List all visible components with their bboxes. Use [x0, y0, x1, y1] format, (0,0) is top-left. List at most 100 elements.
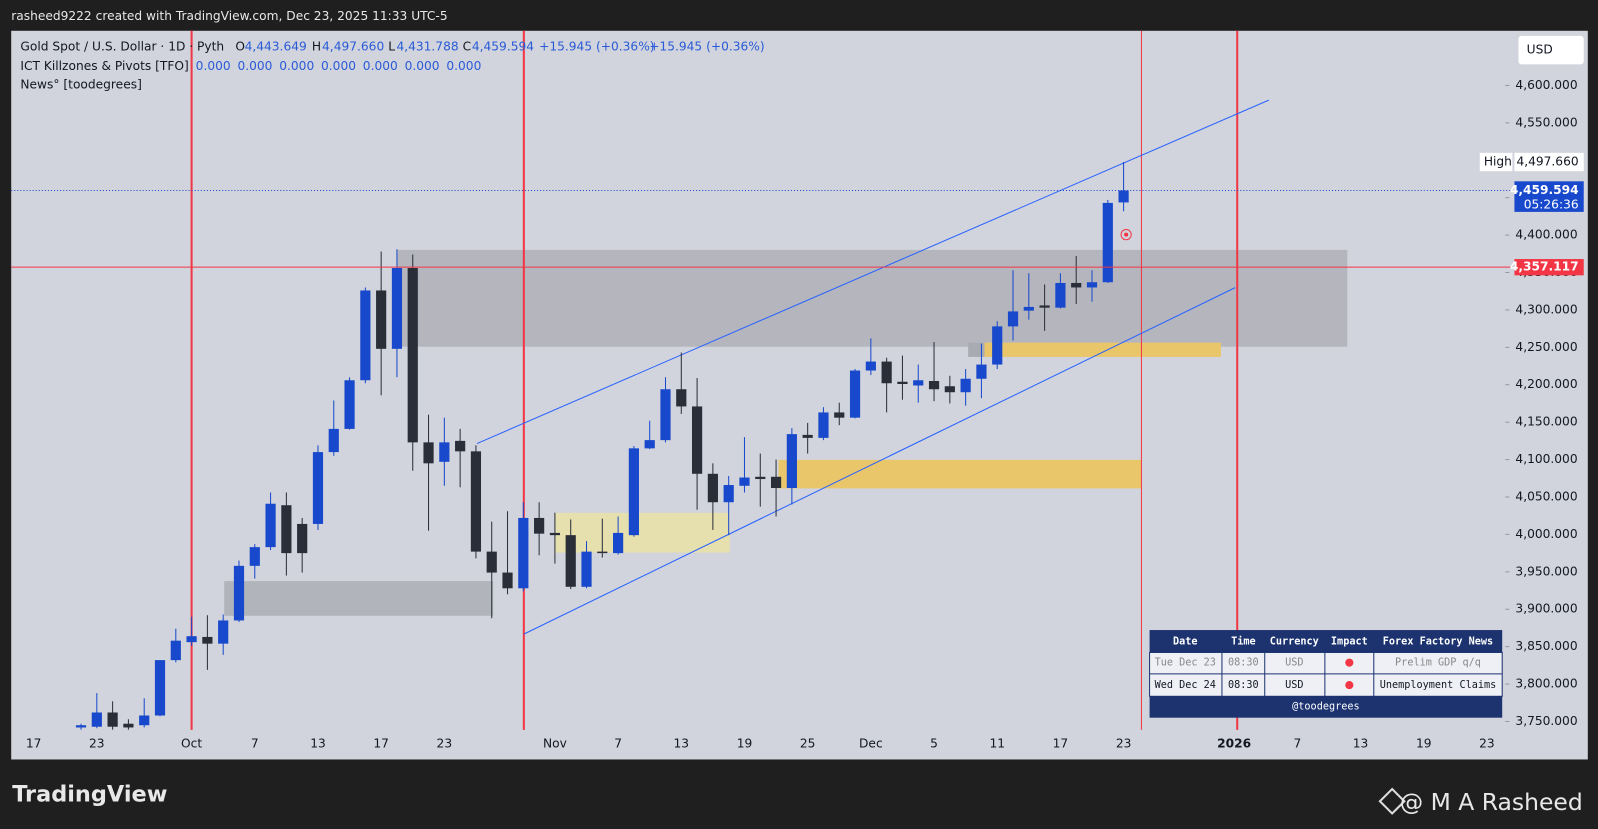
countdown: 05:26:36 — [1524, 197, 1579, 211]
indicator-value: 0.000 — [321, 59, 356, 73]
high-tag — [1479, 152, 1513, 172]
zone — [224, 581, 494, 616]
candle-body — [992, 326, 1003, 365]
last-price-tag — [1514, 181, 1584, 212]
table-cell: USD — [1285, 680, 1303, 691]
candle-body — [186, 636, 197, 643]
y-tick-label: 4,000.000 — [1515, 527, 1577, 541]
plot — [75, 162, 1129, 730]
y-tick-label: 3,900.000 — [1515, 602, 1577, 616]
candle-body — [170, 640, 181, 661]
candle-body — [344, 380, 355, 429]
candle-body — [928, 381, 940, 390]
table-cell: Wed Dec 24 — [1155, 680, 1216, 691]
currency-label[interactable]: USD — [1527, 43, 1553, 57]
candle-body — [960, 378, 971, 393]
candle-body — [502, 572, 513, 589]
x-tick-label: 7 — [1293, 737, 1301, 751]
x-tick-label: 19 — [1416, 737, 1432, 751]
legend-key: H — [312, 40, 321, 54]
x-tick-label: 13 — [1353, 737, 1369, 751]
candle-body — [802, 434, 813, 438]
x-tick-label: 23 — [437, 737, 453, 751]
candle-body — [597, 551, 608, 554]
indicator-value: 0.000 — [446, 59, 481, 73]
candle-body — [1023, 306, 1034, 311]
price-line-label: 4,357.117 — [1510, 260, 1579, 274]
y-tick-label: 4,550.000 — [1515, 115, 1577, 129]
last-price-label: 4,459.594 — [1510, 183, 1579, 197]
candle-body — [107, 712, 118, 727]
zone — [778, 459, 1142, 489]
y-tick-label: 4,050.000 — [1515, 489, 1577, 503]
candle-body — [865, 361, 876, 371]
table-cell: Unemployment Claims — [1380, 680, 1497, 691]
legend-key: O — [235, 40, 245, 54]
candle-body — [976, 364, 987, 379]
y-tick-label: 4,600.000 — [1515, 78, 1577, 92]
legend-value: 4,497.660 — [322, 40, 384, 54]
news-marker — [1120, 229, 1132, 241]
y-tick-label: 4,300.000 — [1515, 302, 1577, 316]
table-header: Forex Factory News — [1383, 636, 1493, 647]
candle-body — [360, 290, 371, 381]
x-tick-label: 13 — [310, 737, 326, 751]
table-header: Currency — [1270, 636, 1319, 647]
candle-body — [565, 535, 576, 587]
indicator-value: 0.000 — [363, 59, 398, 73]
candle-body — [770, 476, 782, 489]
x-tick-label: 25 — [800, 737, 816, 751]
y-tick-label: 4,150.000 — [1515, 415, 1577, 429]
candle-body — [1055, 282, 1066, 308]
candle-body — [881, 361, 892, 384]
indicator-value: 0.000 — [237, 59, 272, 73]
table-header: Impact — [1331, 636, 1368, 647]
candle-body — [691, 406, 703, 474]
indicator-value: 0.000 — [279, 59, 314, 73]
legend-key: C — [463, 40, 472, 54]
legend-change: +15.945 (+0.36%) — [539, 40, 654, 54]
table-cell: USD — [1285, 658, 1303, 669]
candle-body — [913, 380, 924, 386]
header: rasheed9222 created with TradingView.com… — [11, 9, 447, 23]
zone — [555, 512, 730, 553]
table-footer: @toodegrees — [1292, 701, 1359, 712]
candle-body — [297, 523, 308, 554]
candle-body — [154, 660, 166, 716]
x-tick-label: 2026 — [1217, 737, 1251, 751]
legend-change: +15.945 (+0.36%) — [649, 40, 764, 54]
candle-body — [1086, 282, 1098, 288]
x-tick-label: 11 — [989, 737, 1005, 751]
candle-body — [312, 452, 324, 524]
candle-body — [91, 712, 102, 727]
legend-indicator: ICT Killzones & Pivots [TFO] — [20, 59, 188, 73]
y-tick-label: 3,750.000 — [1515, 714, 1577, 728]
candle-body — [328, 428, 339, 453]
x-tick-label: Oct — [181, 737, 202, 751]
legend-value: 4,459.594 — [472, 40, 534, 54]
x-tick-label: 23 — [1116, 737, 1132, 751]
high-value-tag — [1514, 152, 1584, 172]
x-tick-label: 13 — [674, 737, 690, 751]
brand: TradingView — [12, 782, 167, 808]
author: @ M A Rasheed — [1400, 788, 1583, 816]
candle-body — [249, 547, 260, 566]
price-line-tag — [1514, 259, 1584, 276]
candle-body — [1102, 202, 1113, 283]
currency-button[interactable]: USD — [1518, 35, 1584, 65]
candle-body — [549, 532, 561, 536]
legend-symbol: Gold Spot / U.S. Dollar · 1D · Pyth — [20, 40, 224, 54]
y-tick-label: 4,250.000 — [1515, 340, 1577, 354]
trend-line — [523, 287, 1236, 635]
candle-body — [849, 370, 861, 418]
y-tick-label: 4,200.000 — [1515, 377, 1577, 391]
high-text: High — [1484, 155, 1512, 169]
candle-body — [834, 412, 845, 418]
news-table: Date Time Currency Impact Forex Factory News… — [1149, 630, 1503, 718]
x-tick-label: 17 — [26, 737, 42, 751]
table-cell: Prelim GDP q/q — [1395, 658, 1481, 669]
table-header: Time — [1231, 635, 1256, 647]
y-tick-label: 3,950.000 — [1515, 564, 1577, 578]
x-tick-label: 7 — [614, 737, 622, 751]
